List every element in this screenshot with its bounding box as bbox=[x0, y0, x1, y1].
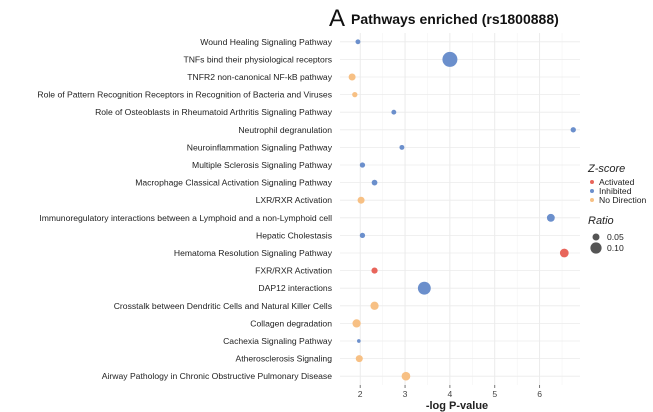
data-point bbox=[359, 232, 366, 239]
y-tick-label: Cachexia Signaling Pathway bbox=[223, 336, 333, 346]
y-tick-label: Airway Pathology in Chronic Obstructive … bbox=[102, 371, 332, 381]
legend-color-key bbox=[590, 180, 594, 184]
y-tick-label: Immunoregulatory interactions between a … bbox=[39, 213, 332, 223]
y-tick-label: Role of Pattern Recognition Receptors in… bbox=[37, 90, 332, 100]
y-tick-label: Wound Healing Signaling Pathway bbox=[200, 37, 332, 47]
plot-panel bbox=[340, 33, 580, 385]
data-point bbox=[391, 109, 397, 115]
data-point bbox=[352, 91, 358, 98]
legend-color-label: Inhibited bbox=[599, 186, 632, 196]
legend-color-key bbox=[590, 198, 594, 202]
y-tick-label: Role of Osteoblasts in Rheumatoid Arthri… bbox=[95, 107, 333, 117]
y-tick-label: Hematoma Resolution Signaling Pathway bbox=[174, 248, 333, 258]
data-point bbox=[352, 319, 361, 328]
data-point bbox=[371, 267, 378, 274]
y-tick-label: Collagen degradation bbox=[250, 318, 332, 328]
x-tick-label: 5 bbox=[492, 389, 497, 399]
y-tick-label: Crosstalk between Dendritic Cells and Na… bbox=[114, 301, 332, 311]
data-point bbox=[442, 51, 458, 67]
legend-size-key bbox=[590, 242, 602, 254]
data-point bbox=[417, 281, 431, 295]
y-tick-label: DAP12 interactions bbox=[258, 283, 332, 293]
y-tick-label: FXR/RXR Activation bbox=[255, 266, 332, 276]
x-tick-label: 2 bbox=[358, 389, 363, 399]
y-axis-labels: Wound Healing Signaling Pathway TNFs bind… bbox=[37, 37, 332, 381]
y-tick-label: Atherosclerosis Signaling bbox=[236, 354, 333, 364]
data-point bbox=[357, 339, 361, 343]
y-tick-label: Neutrophil degranulation bbox=[238, 125, 332, 135]
data-point bbox=[559, 248, 569, 258]
data-point bbox=[359, 162, 366, 168]
data-points bbox=[348, 39, 576, 381]
legend-color-label: Activated bbox=[599, 177, 635, 187]
panel-letter: A bbox=[329, 5, 345, 32]
y-tick-label: Macrophage Classical Activation Signalin… bbox=[135, 178, 333, 188]
data-point bbox=[355, 355, 363, 363]
y-tick-label: TNFs bind their physiological receptors bbox=[183, 54, 332, 64]
legend-size-title: Ratio bbox=[588, 215, 614, 227]
x-tick-label: 6 bbox=[537, 389, 542, 399]
data-point bbox=[546, 213, 555, 222]
legend-size-label: 0.10 bbox=[607, 243, 624, 253]
data-point bbox=[371, 179, 378, 186]
legend-color-key bbox=[590, 189, 594, 193]
y-tick-label: TNFR2 non-canonical NF-kB pathway bbox=[187, 72, 332, 82]
data-point bbox=[355, 39, 361, 45]
legend-size-key bbox=[592, 233, 600, 241]
data-point bbox=[348, 73, 356, 81]
y-tick-label: LXR/RXR Activation bbox=[256, 195, 333, 205]
y-tick-label: Hepatic Cholestasis bbox=[256, 230, 332, 240]
chart-title: Pathways enriched (rs1800888) bbox=[351, 11, 559, 27]
grid bbox=[340, 33, 580, 385]
x-tick-label: 3 bbox=[403, 389, 408, 399]
legend-color-label: No Direction bbox=[599, 195, 647, 205]
data-point bbox=[357, 196, 365, 204]
legend-color-title: Z-score bbox=[587, 163, 625, 175]
data-point bbox=[570, 127, 576, 133]
x-axis-ticks: 2 3 4 5 6 bbox=[358, 385, 542, 399]
x-tick-label: 4 bbox=[448, 389, 453, 399]
y-tick-label: Neuroinflammation Signaling Pathway bbox=[187, 142, 333, 152]
y-tick-label: Multiple Sclerosis Signaling Pathway bbox=[192, 160, 333, 170]
legend-size-entries: 0.050.10 bbox=[590, 232, 624, 254]
x-axis-label: -log P-value bbox=[426, 400, 488, 412]
data-point bbox=[399, 144, 405, 150]
data-point bbox=[401, 371, 411, 381]
legend-size-label: 0.05 bbox=[607, 232, 624, 242]
data-point bbox=[370, 301, 379, 310]
